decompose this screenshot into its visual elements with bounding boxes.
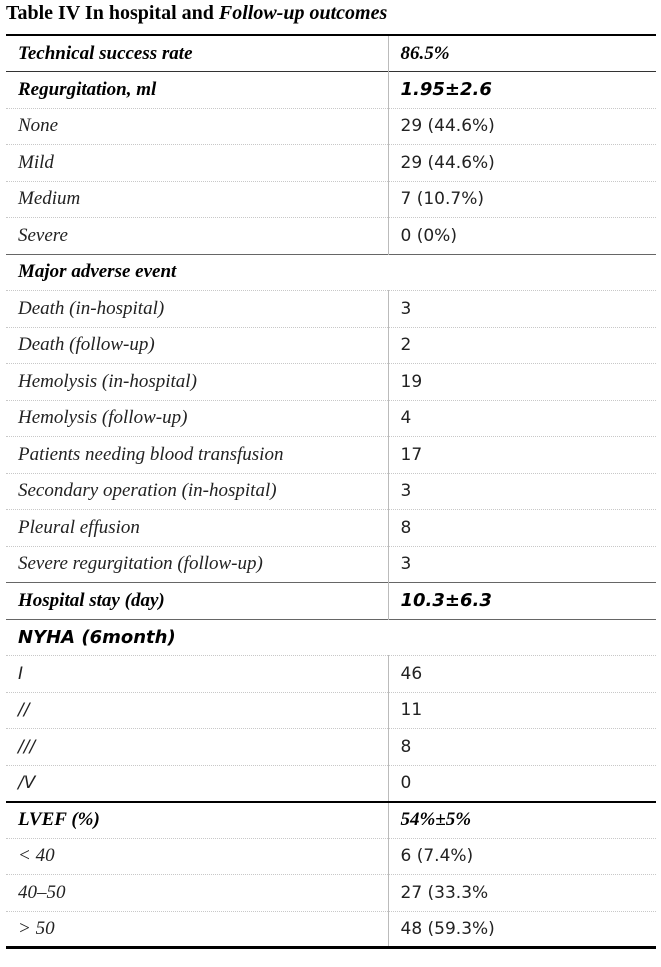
table-row: Patients needing blood transfusion 17 (6, 436, 656, 473)
title-text: Table IV In hospital and (6, 2, 219, 24)
row-label: /V (6, 764, 389, 802)
table-row: I 46 (6, 655, 656, 692)
row-value: 29 (44.6%) (388, 144, 656, 181)
row-value: 29 (44.6%) (388, 107, 656, 145)
row-value: 27 (33.3% (388, 874, 656, 911)
row-label: None (6, 107, 389, 145)
table-row: Secondary operation (in-hospital) 3 (6, 472, 656, 510)
row-label: Technical success rate (6, 34, 389, 72)
table-row: //11 (6, 691, 656, 729)
table-row: Pleural effusion 8 (6, 509, 656, 546)
row-value: 0 (0%) (388, 217, 656, 254)
row-label: // (6, 691, 389, 729)
table-row: Major adverse event (6, 253, 656, 291)
table-row: Mild 29 (44.6%) (6, 144, 656, 181)
row-label: Regurgitation, ml (6, 71, 389, 108)
row-label: Medium (6, 180, 389, 218)
table-row: Technical success rate 86.5% (6, 34, 656, 72)
table-row: > 50 48 (59.3%) (6, 910, 656, 949)
table-row: < 40 6 (7.4%) (6, 837, 656, 875)
row-label: Pleural effusion (6, 509, 389, 546)
outcomes-table: Technical success rate 86.5% Regurgitation… (6, 34, 656, 949)
row-label: Mild (6, 144, 389, 181)
row-value: 10.3±6.3 (388, 582, 656, 619)
table-row: Severe regurgitation (follow-up) 3 (6, 545, 656, 583)
row-value: 11 (388, 691, 656, 729)
row-value: 7 (10.7%) (388, 180, 656, 218)
table-row: Regurgitation, ml 1.95±2.6 (6, 71, 656, 108)
row-label: I (6, 655, 389, 692)
row-label: NYHA (6month) (6, 618, 656, 656)
table-row: Medium 7 (10.7%) (6, 180, 656, 218)
row-value: 0 (388, 764, 656, 802)
row-label: Severe (6, 217, 389, 254)
row-label: /// (6, 728, 389, 765)
row-label: Patients needing blood transfusion (6, 436, 389, 473)
table-row: Death (follow-up) 2 (6, 326, 656, 364)
row-value: 46 (388, 655, 656, 692)
table-row: Death (in-hospital) 3 (6, 290, 656, 327)
table-row: /V 0 (6, 764, 656, 802)
row-value: 3 (388, 472, 656, 510)
row-label: Major adverse event (6, 253, 656, 291)
table-title: Table IV In hospital and Follow-up outco… (6, 2, 387, 25)
row-label: LVEF (%) (6, 800, 389, 838)
row-value: 4 (388, 399, 656, 437)
row-label: < 40 (6, 837, 389, 875)
row-label: > 50 (6, 910, 389, 949)
row-value: 48 (59.3%) (388, 910, 656, 949)
table-row: None 29 (44.6%) (6, 107, 656, 145)
row-label: Death (in-hospital) (6, 290, 389, 327)
title-italic: Follow-up outcomes (218, 2, 388, 24)
table-row: ///8 (6, 728, 656, 765)
row-label: Hospital stay (day) (6, 582, 389, 619)
row-value: 2 (388, 326, 656, 364)
row-label: Severe regurgitation (follow-up) (6, 545, 389, 583)
row-value: 1.95±2.6 (388, 71, 656, 108)
row-label: Death (follow-up) (6, 326, 389, 364)
row-value: 19 (388, 363, 656, 400)
table-row: LVEF (%) 54%±5% (6, 800, 656, 838)
table-row: NYHA (6month) (6, 618, 656, 656)
table-row: Hemolysis (in-hospital) 19 (6, 363, 656, 400)
row-value: 17 (388, 436, 656, 473)
table-row: 40–50 27 (33.3% (6, 874, 656, 911)
table-row: Severe 0 (0%) (6, 217, 656, 254)
row-value: 6 (7.4%) (388, 837, 656, 875)
row-value: 3 (388, 545, 656, 583)
row-value: 8 (388, 509, 656, 546)
row-value: 3 (388, 290, 656, 327)
row-label: Secondary operation (in-hospital) (6, 472, 389, 510)
row-value: 86.5% (388, 34, 656, 72)
row-label: Hemolysis (follow-up) (6, 399, 389, 437)
row-value: 8 (388, 728, 656, 765)
row-label: 40–50 (6, 874, 389, 911)
row-value: 54%±5% (388, 800, 656, 838)
table-row: Hospital stay (day) 10.3±6.3 (6, 582, 656, 619)
table-row: Hemolysis (follow-up) 4 (6, 399, 656, 437)
row-label: Hemolysis (in-hospital) (6, 363, 389, 400)
